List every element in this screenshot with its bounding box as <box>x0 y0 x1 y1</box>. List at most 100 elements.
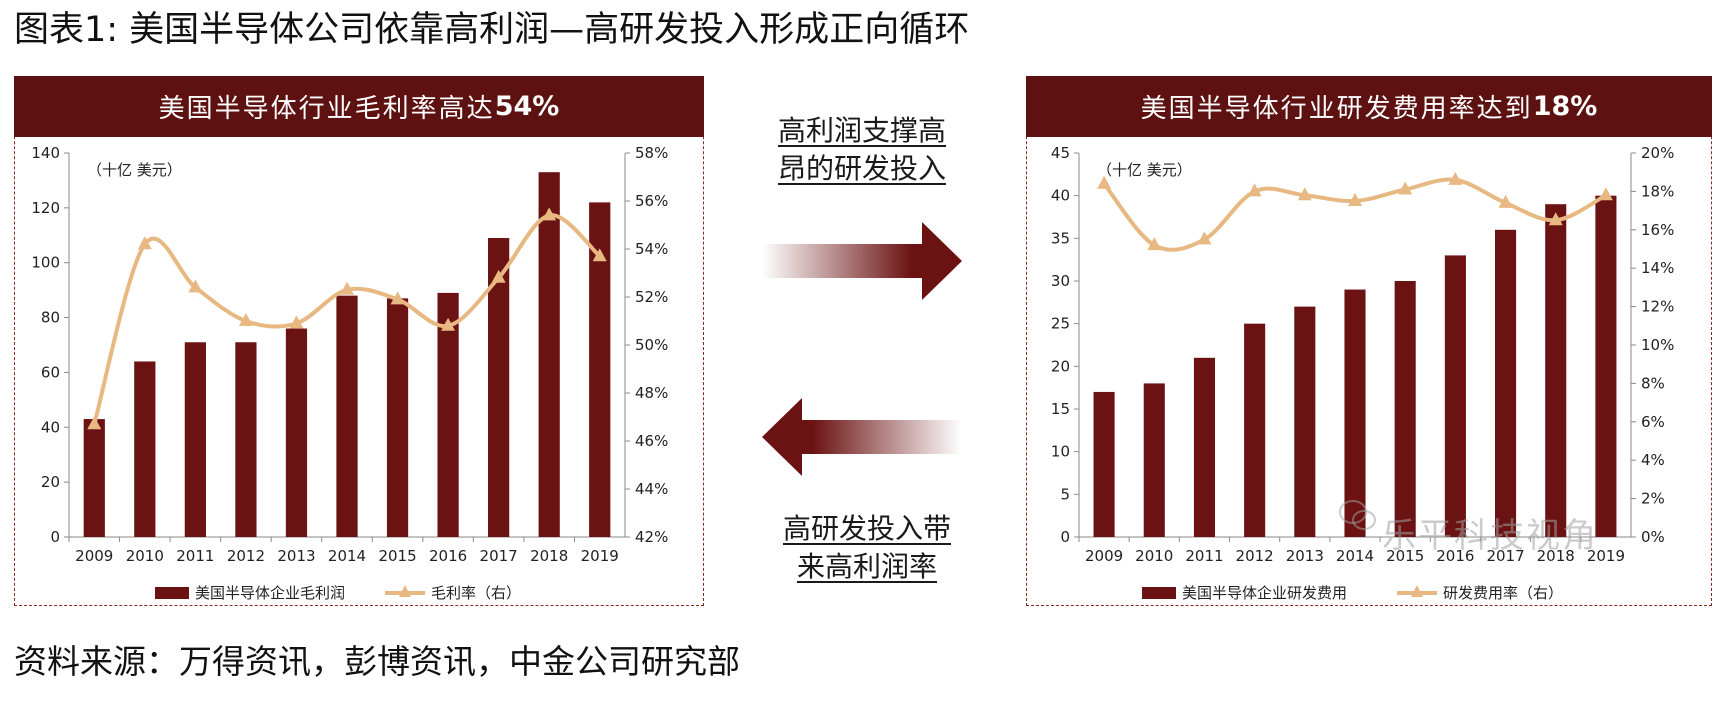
x-tick-label: 2009 <box>75 547 113 565</box>
y2-tick-label: 2% <box>1641 490 1665 508</box>
middle-bottom-line2: 来高利润率 <box>796 550 937 583</box>
x-tick-label: 2015 <box>1386 547 1424 565</box>
watermark: 乐平科技视角 <box>1382 516 1598 556</box>
gross-margin-panel-header: 美国半导体行业毛利率高达 54% <box>14 76 704 137</box>
figure-title: 图表1: 美国半导体公司依靠高利润—高研发投入形成正向循环 <box>14 10 970 50</box>
bar <box>1093 391 1115 537</box>
x-tick-label: 2012 <box>227 547 265 565</box>
bar <box>83 419 105 537</box>
gross-margin-header-text: 美国半导体行业毛利率高达 <box>158 94 495 124</box>
y2-tick-label: 42% <box>635 528 668 546</box>
ratio-marker <box>1548 212 1563 226</box>
gross-margin-panel: 美国半导体行业毛利率高达 54% 0 20 40 60 80 100 120 140 42% 44%… <box>14 76 704 606</box>
x-tick-label: 2018 <box>1537 547 1575 565</box>
y2-tick-label: 6% <box>1641 413 1665 431</box>
x-tick-label: 2015 <box>378 547 416 565</box>
y-tick-label: 0 <box>50 528 60 546</box>
x-tick-label: 2011 <box>1185 547 1223 565</box>
x-tick-label: 2013 <box>277 547 315 565</box>
ratio-marker <box>491 269 506 283</box>
x-tick-label: 2017 <box>1486 547 1524 565</box>
ratio-marker <box>238 313 253 326</box>
y2-tick-label: 20% <box>1641 144 1674 162</box>
rd-header-value: 18% <box>1532 91 1598 122</box>
y2-tick-label: 8% <box>1641 374 1665 392</box>
y-tick-label: 40 <box>1051 187 1070 205</box>
ratio-marker <box>188 279 203 293</box>
x-tick-label: 2011 <box>176 547 214 565</box>
ratio-marker <box>592 248 607 262</box>
bar <box>1294 306 1316 537</box>
y-tick-label: 25 <box>1051 315 1070 333</box>
legend-label-line: 毛利率（右） <box>431 584 521 602</box>
bar <box>1545 204 1567 537</box>
ratio-marker <box>1297 187 1312 201</box>
y2-tick-label: 50% <box>635 336 668 354</box>
ratio-line <box>92 213 602 425</box>
bar <box>1394 281 1416 537</box>
y2-tick-label: 18% <box>1641 182 1674 200</box>
bar <box>1244 323 1266 537</box>
x-tick-label: 2010 <box>1135 547 1173 565</box>
x-tick-label: 2009 <box>1085 547 1123 565</box>
legend-swatch-marker <box>1411 585 1423 597</box>
bar <box>1495 229 1517 538</box>
legend-swatch-bar <box>155 587 189 599</box>
x-tick-label: 2013 <box>1286 547 1324 565</box>
x-tick-label: 2010 <box>126 547 164 565</box>
wechat-icon <box>1339 500 1376 530</box>
y2-tick-label: 54% <box>635 240 668 258</box>
ratio-marker <box>340 281 354 295</box>
y2-tick-label: 14% <box>1641 259 1674 277</box>
unit-note: （十亿 美元） <box>1097 161 1192 179</box>
x-tick-label: 2012 <box>1236 547 1274 565</box>
unit-note: （十亿 美元） <box>87 161 182 179</box>
x-tick-label: 2019 <box>1587 547 1625 565</box>
ratio-marker <box>87 416 102 430</box>
gross-margin-chart: 0 20 40 60 80 100 120 140 42% 44% 46% 48% 50% 52% 54% 5… <box>31 144 668 602</box>
x-tick-label: 2018 <box>530 547 568 565</box>
y-tick-label: 45 <box>1051 144 1070 162</box>
y2-tick-label: 46% <box>635 432 668 450</box>
ratio-marker <box>1147 237 1162 251</box>
middle-top-caption: 高利润支撑高 昂的研发投入 <box>762 112 962 188</box>
bar <box>1344 289 1366 537</box>
ratio-marker <box>1348 193 1362 206</box>
middle-bottom-caption: 高研发投入带 来高利润率 <box>762 510 972 586</box>
middle-bottom-line1: 高研发投入带 <box>782 512 951 545</box>
x-tick-label: 2016 <box>429 547 467 565</box>
bar <box>285 328 308 537</box>
ratio-marker <box>390 291 405 305</box>
legend-swatch-marker <box>399 585 411 597</box>
y-tick-label: 40 <box>41 418 60 436</box>
y2-tick-label: 10% <box>1641 336 1674 354</box>
middle-top-line1: 高利润支撑高 <box>777 114 946 147</box>
x-tick-label: 2014 <box>328 547 366 565</box>
y-tick-label: 60 <box>41 363 60 381</box>
y2-tick-label: 0% <box>1641 528 1665 546</box>
y-tick-label: 100 <box>31 254 60 272</box>
ratio-marker <box>1498 194 1513 208</box>
bar <box>184 342 206 537</box>
y-tick-label: 120 <box>31 199 60 217</box>
rd-panel: 美国半导体行业研发费用率达到 18% 0 5 10 15 20 25 30 35 40 45 0% 2%… <box>1026 76 1712 606</box>
source-note: 资料来源：万得资讯，彭博资讯，中金公司研究部 <box>14 642 740 681</box>
y2-tick-label: 16% <box>1641 221 1674 239</box>
y2-tick-label: 44% <box>635 480 668 498</box>
y-tick-label: 20 <box>1051 357 1070 375</box>
y2-tick-label: 56% <box>635 192 668 210</box>
bar <box>134 361 156 537</box>
y-tick-label: 80 <box>41 309 60 327</box>
gross-margin-header-value: 54% <box>494 91 560 122</box>
bar <box>488 238 510 537</box>
ratio-marker <box>542 207 557 221</box>
y-tick-label: 15 <box>1051 400 1070 418</box>
legend-label-bar: 美国半导体企业研发费用 <box>1182 584 1347 602</box>
x-tick-label: 2014 <box>1336 547 1374 565</box>
bar <box>437 292 459 537</box>
y-tick-label: 30 <box>1051 272 1070 290</box>
ratio-marker <box>441 317 456 331</box>
ratio-marker <box>1598 187 1613 201</box>
left-arrow-icon <box>762 398 962 476</box>
legend-swatch-bar <box>1142 587 1176 599</box>
